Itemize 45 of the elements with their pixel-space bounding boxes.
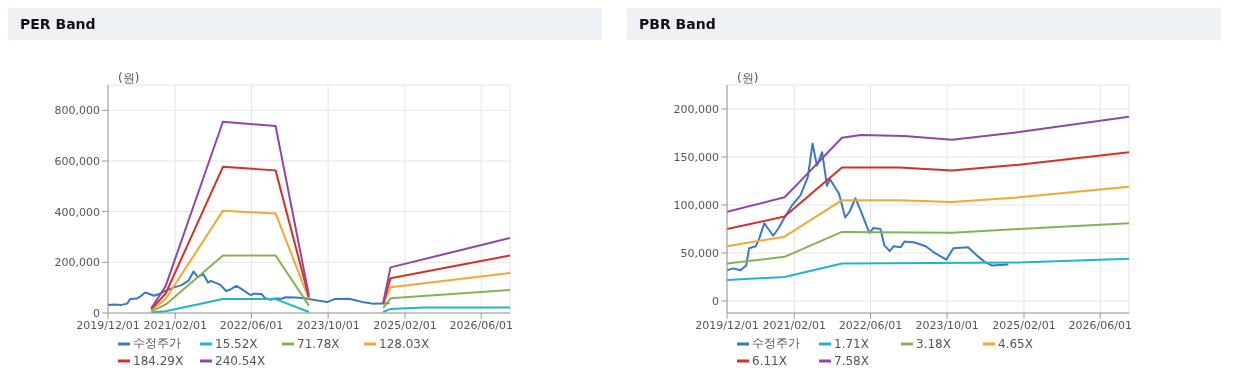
legend-label: 3.18X	[916, 336, 951, 351]
y-tick-label: 600,000	[54, 154, 100, 168]
line-series	[727, 257, 1129, 281]
x-tick-label: 2022/06/01	[219, 318, 284, 332]
chart-title: PER Band	[8, 8, 602, 40]
legend-label: 수정주가	[752, 335, 800, 352]
legend-label: 수정주가	[133, 335, 181, 352]
y-tick-label: 100,000	[673, 198, 719, 212]
line-series	[727, 115, 1129, 213]
legend-label: 4.65X	[998, 336, 1033, 351]
chart-title: PBR Band	[627, 8, 1221, 40]
legend-label: 6.11X	[752, 353, 787, 368]
line-series	[727, 222, 1129, 265]
x-tick-label: 2026/06/01	[1068, 318, 1132, 332]
x-tick-label: 2019/12/01	[76, 318, 140, 332]
y-tick-label: 150,000	[673, 150, 719, 164]
y-tick-label: 200,000	[54, 256, 100, 270]
x-tick-label: 2019/12/01	[695, 318, 759, 332]
y-tick-label: 400,000	[54, 205, 100, 219]
legend-label: 1.71X	[834, 336, 869, 351]
x-tick-label: 2022/06/01	[838, 318, 903, 332]
line-series	[108, 270, 391, 306]
y-tick-label: 0	[93, 306, 100, 320]
legend-label: 15.52X	[215, 336, 258, 351]
y-axis-title: (원)	[737, 70, 759, 87]
line-series	[727, 151, 1129, 230]
x-tick-label: 2023/10/01	[915, 318, 979, 332]
x-tick-label: 2021/02/01	[143, 318, 207, 332]
line-series	[727, 185, 1129, 248]
y-tick-label: 0	[712, 294, 719, 308]
legend-label: 128.03X	[379, 336, 430, 351]
y-tick-label: 800,000	[54, 104, 100, 118]
x-tick-label: 2023/10/01	[296, 318, 360, 332]
x-tick-label: 2021/02/01	[762, 318, 826, 332]
legend-label: 184.29X	[133, 353, 184, 368]
legend-label: 7.58X	[834, 353, 869, 368]
legend-label: 71.78X	[297, 336, 340, 351]
x-tick-label: 2026/06/01	[449, 318, 513, 332]
line-series	[727, 142, 1010, 272]
y-tick-label: 200,000	[673, 102, 719, 116]
y-tick-label: 50,000	[680, 246, 719, 260]
legend-label: 240.54X	[215, 353, 266, 368]
x-tick-label: 2025/02/01	[373, 318, 437, 332]
x-tick-label: 2025/02/01	[992, 318, 1056, 332]
y-axis-title: (원)	[118, 70, 140, 87]
